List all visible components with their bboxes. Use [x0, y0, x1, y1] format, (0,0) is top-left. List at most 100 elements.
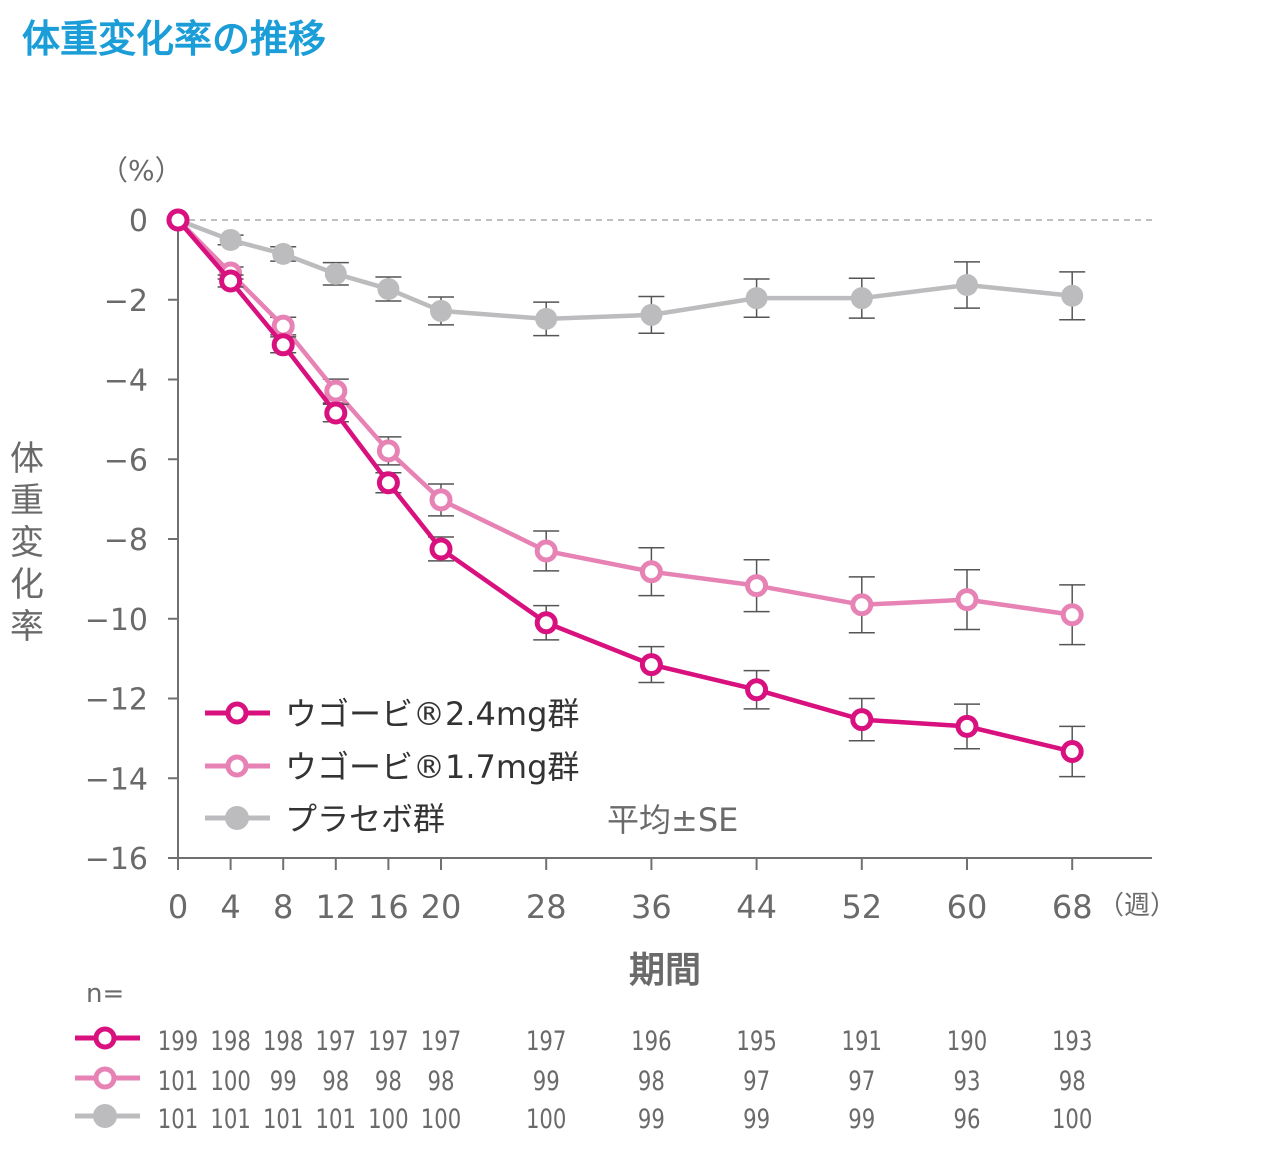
n-value: 100: [210, 1066, 251, 1097]
n-value: 97: [743, 1066, 770, 1097]
chart-title: 体重変化率の推移: [22, 17, 326, 61]
data-point: [1061, 284, 1084, 307]
x-tick-label: 44: [736, 888, 777, 926]
data-point: [955, 588, 979, 612]
n-value: 198: [210, 1026, 251, 1057]
n-value: 196: [631, 1026, 672, 1057]
data-point: [430, 299, 452, 322]
series-0: [166, 208, 1086, 778]
y-axis-label-char: 変: [10, 523, 44, 563]
x-tick-label: 60: [947, 888, 988, 926]
series-line: [176, 218, 1073, 617]
n-value: 99: [638, 1104, 665, 1135]
n-value: 198: [263, 1026, 304, 1057]
x-axis-label: 期間: [629, 950, 701, 991]
series-line: [176, 218, 1073, 754]
data-point: [1060, 740, 1084, 764]
data-point: [534, 611, 558, 635]
x-tick-label: 0: [168, 888, 188, 926]
n-value: 100: [526, 1104, 567, 1135]
y-axis-label-char: 化: [10, 565, 44, 605]
n-value: 195: [736, 1026, 777, 1057]
data-point: [271, 314, 295, 338]
n-value: 98: [322, 1066, 349, 1097]
n-value: 197: [421, 1026, 462, 1057]
n-value: 100: [421, 1104, 462, 1135]
data-point: [639, 560, 663, 584]
data-point: [324, 379, 348, 403]
legend-marker: [225, 754, 249, 778]
data-point: [376, 471, 400, 495]
data-point: [1060, 603, 1084, 627]
n-value: 98: [375, 1066, 402, 1097]
y-tick-label: −16: [85, 842, 148, 877]
data-point: [640, 303, 663, 326]
n-value: 101: [210, 1104, 251, 1135]
n-value: 99: [743, 1104, 770, 1135]
legend-label: ウゴービ®1.7mg群: [285, 748, 579, 786]
n-row-marker: [93, 1066, 117, 1090]
n-value: 99: [848, 1104, 875, 1135]
y-tick-label: −14: [85, 762, 148, 797]
n-value: 190: [947, 1026, 988, 1057]
n-value: 100: [1052, 1104, 1093, 1135]
n-value: 197: [526, 1026, 567, 1057]
x-tick-label: 52: [841, 888, 882, 926]
x-tick-label: 16: [368, 888, 409, 926]
data-point: [429, 537, 453, 561]
n-value: 96: [954, 1104, 981, 1135]
x-unit-label: （週）: [1098, 891, 1176, 921]
y-tick-label: −8: [104, 523, 148, 558]
y-tick-label: −6: [104, 443, 148, 478]
data-point: [219, 269, 243, 293]
data-point: [535, 307, 558, 330]
n-value: 98: [428, 1066, 455, 1097]
series-2: [167, 209, 1086, 337]
n-value: 101: [158, 1104, 199, 1135]
n-value: 197: [368, 1026, 409, 1057]
x-tick-label: 36: [631, 888, 672, 926]
data-point: [377, 277, 400, 300]
n-value: 101: [158, 1066, 199, 1097]
data-point: [745, 287, 768, 310]
y-unit-label: （%）: [100, 154, 183, 187]
data-point: [272, 242, 295, 265]
x-tick-label: 12: [315, 888, 356, 926]
y-tick-label: −4: [104, 364, 148, 399]
y-tick-label: −12: [85, 683, 148, 718]
x-tick-label: 28: [526, 888, 567, 926]
x-tick-label: 8: [273, 888, 293, 926]
y-axis-label-char: 重: [10, 481, 44, 521]
data-point: [376, 439, 400, 463]
data-point: [850, 287, 873, 310]
data-point: [219, 228, 242, 251]
n-value: 99: [270, 1066, 297, 1097]
n-row-marker: [93, 1104, 117, 1128]
n-value: 101: [263, 1104, 304, 1135]
y-tick-label: 0: [129, 204, 148, 239]
series-line: [177, 217, 1073, 322]
data-point: [534, 539, 558, 563]
legend-label: プラセボ群: [285, 800, 445, 838]
data-point: [324, 401, 348, 425]
n-row-marker: [93, 1026, 117, 1050]
x-tick-label: 68: [1052, 888, 1093, 926]
data-point: [745, 574, 769, 598]
n-value: 98: [638, 1066, 665, 1097]
n-value: 199: [158, 1026, 199, 1057]
data-point: [745, 678, 769, 702]
data-point: [271, 333, 295, 357]
data-point: [955, 714, 979, 738]
y-axis-label-char: 率: [10, 607, 44, 647]
y-tick-label: −2: [104, 284, 148, 319]
data-point: [324, 262, 347, 285]
n-label: n=: [86, 979, 124, 1009]
y-axis-label-char: 体: [10, 439, 44, 479]
n-value: 98: [1059, 1066, 1086, 1097]
n-value: 193: [1052, 1026, 1093, 1057]
n-value: 93: [954, 1066, 981, 1097]
legend-marker: [225, 806, 249, 830]
data-point: [166, 208, 190, 232]
n-value: 100: [368, 1104, 409, 1135]
